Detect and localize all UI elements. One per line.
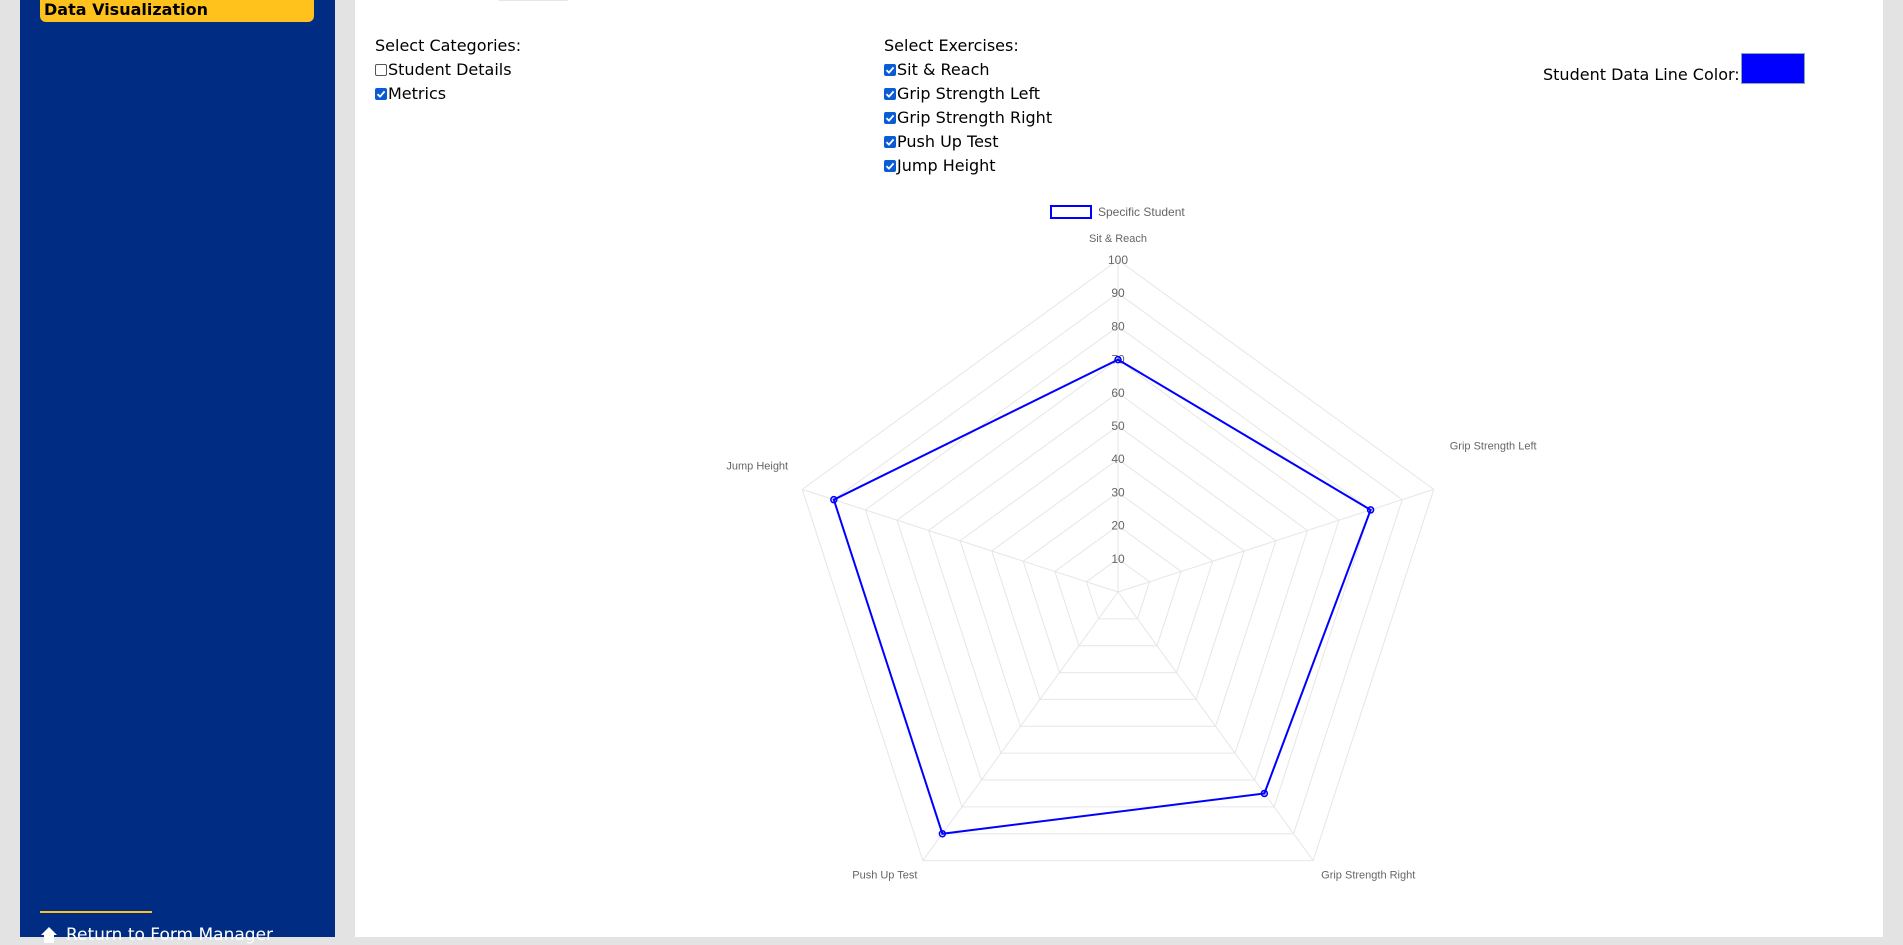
line-color-picker[interactable] <box>1740 53 1805 84</box>
line-color-label: Student Data Line Color: <box>1543 65 1740 84</box>
return-to-form-manager-label: Return to Form Manager <box>66 925 274 945</box>
radar-tick-label: 40 <box>1111 452 1125 466</box>
top-select-stub[interactable] <box>498 0 568 1</box>
exercise-push-up-test[interactable]: Push Up Test <box>884 130 1052 154</box>
grip-strength-right-label: Grip Strength Right <box>897 108 1053 127</box>
main-content: Select Categories: Student Details Metri… <box>355 0 1883 937</box>
exercise-sit-reach[interactable]: Sit & Reach <box>884 58 1052 82</box>
checkmark-icon <box>885 90 895 98</box>
push-up-test-checkbox[interactable] <box>884 136 896 148</box>
radar-grid-ring <box>864 325 1372 808</box>
grip-strength-right-checkbox[interactable] <box>884 112 896 124</box>
radar-tick-label: 50 <box>1111 419 1125 433</box>
radar-spoke <box>1117 488 1434 593</box>
radar-tick-label: 30 <box>1111 485 1125 499</box>
radar-axis-label: Grip Strength Left <box>1450 440 1537 452</box>
radar-grid-ring <box>801 259 1435 862</box>
radar-series-line <box>832 358 1372 835</box>
radar-axis-label: Push Up Test <box>852 870 917 882</box>
legend-label: Specific Student <box>1098 205 1185 219</box>
push-up-test-label: Push Up Test <box>897 132 999 151</box>
grip-strength-left-label: Grip Strength Left <box>897 84 1041 103</box>
radar-data-point <box>830 495 838 504</box>
sit-reach-label: Sit & Reach <box>897 60 990 79</box>
radar-grid-ring <box>896 358 1340 781</box>
radar-tick-label: 60 <box>1111 386 1125 400</box>
radar-grid-ring <box>959 425 1277 727</box>
exercise-grip-strength-right[interactable]: Grip Strength Right <box>884 106 1052 130</box>
jump-height-checkbox[interactable] <box>884 160 896 172</box>
radar-spoke <box>802 488 1119 593</box>
category-student-details[interactable]: Student Details <box>375 58 521 82</box>
radar-tick-label: 100 <box>1108 253 1128 267</box>
legend-swatch <box>1050 205 1092 219</box>
checkmark-icon <box>885 138 895 146</box>
line-color-control: Student Data Line Color: <box>1543 53 1805 84</box>
student-details-label: Student Details <box>388 60 512 79</box>
radar-tick-label: 90 <box>1111 286 1125 300</box>
radar-axis-label: Jump Height <box>726 460 788 472</box>
radar-tick-label: 80 <box>1111 319 1125 333</box>
radar-axis-label: Grip Strength Right <box>1321 870 1415 882</box>
radar-axis-label: Sit & Reach <box>1089 233 1147 245</box>
radar-grid-ring <box>927 392 1309 754</box>
categories-title: Select Categories: <box>375 36 522 55</box>
radar-grid-ring <box>1022 491 1214 674</box>
radar-grid-ring <box>1054 524 1182 647</box>
return-to-form-manager-link[interactable]: Return to Form Manager <box>40 925 273 945</box>
radar-tick-label: 10 <box>1111 552 1125 566</box>
checkmark-icon <box>885 162 895 170</box>
sit-reach-checkbox[interactable] <box>884 64 896 76</box>
radar-tick-label: 20 <box>1111 519 1125 533</box>
metrics-checkbox[interactable] <box>375 88 387 100</box>
radar-grid-ring <box>991 458 1245 700</box>
radar-spoke <box>1117 591 1314 861</box>
category-metrics[interactable]: Metrics <box>375 82 521 106</box>
home-icon <box>41 927 57 943</box>
exercises-title: Select Exercises: <box>884 36 1019 55</box>
radar-spoke <box>922 591 1119 861</box>
radar-data-point <box>1366 506 1375 514</box>
radar-data-point <box>1260 789 1269 798</box>
sidebar-divider <box>40 911 152 913</box>
checkmark-icon <box>885 114 895 122</box>
exercise-jump-height[interactable]: Jump Height <box>884 154 1052 178</box>
exercises-group: Select Exercises: Sit & Reach Grip Stren… <box>884 34 1052 178</box>
jump-height-label: Jump Height <box>897 156 996 175</box>
radar-grid-ring <box>1085 558 1151 620</box>
sidebar: Data Visualization Return to Form Manage… <box>20 0 335 945</box>
metrics-label: Metrics <box>388 84 447 103</box>
radar-grid-ring <box>833 292 1403 835</box>
radar-data-point <box>1114 355 1122 364</box>
categories-group: Select Categories: Student Details Metri… <box>375 34 521 106</box>
sidebar-item-data-visualization[interactable]: Data Visualization <box>40 0 314 22</box>
checkmark-icon <box>376 90 386 98</box>
exercise-grip-strength-left[interactable]: Grip Strength Left <box>884 82 1052 106</box>
checkmark-icon <box>885 66 895 74</box>
student-details-checkbox[interactable] <box>375 64 387 76</box>
radar-data-point <box>938 829 947 838</box>
grip-strength-left-checkbox[interactable] <box>884 88 896 100</box>
